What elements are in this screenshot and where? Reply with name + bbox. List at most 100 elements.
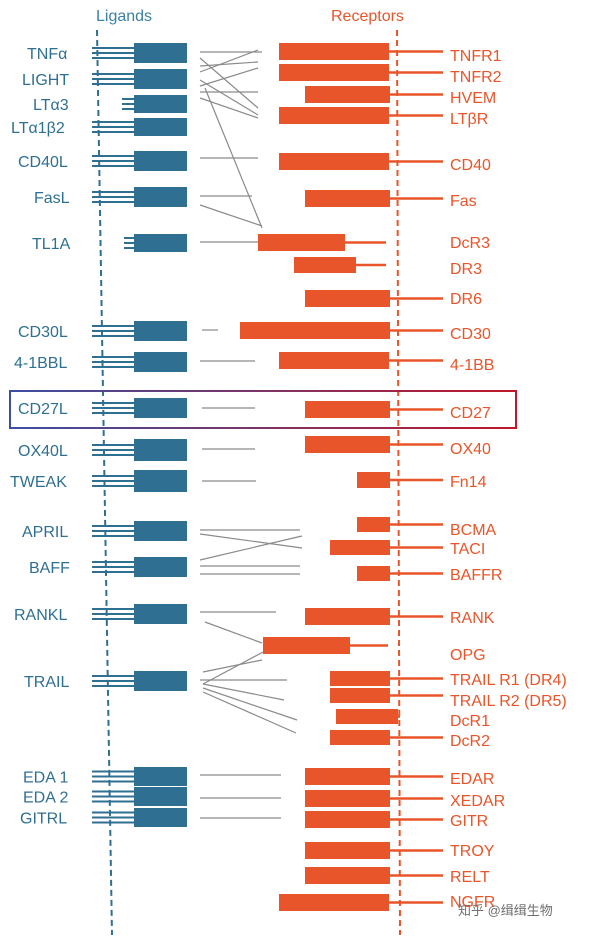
receptor-bar-dr3 — [294, 257, 356, 273]
receptors-header: Receptors — [331, 8, 404, 25]
ligand-label-lt-1-2: LTα1β2 — [11, 120, 65, 137]
receptor-bar-bcma — [357, 517, 390, 532]
receptor-label-opg: OPG — [450, 647, 486, 664]
receptor-label-trail-r2-dr5: TRAIL R2 (DR5) — [450, 693, 567, 710]
ligand-bar-light — [134, 69, 187, 89]
receptor-bar-hvem — [305, 86, 390, 103]
ligand-bar-tnf — [134, 43, 187, 63]
receptor-bar-cd40 — [279, 153, 389, 170]
ligand-bar-tl1a — [134, 234, 187, 252]
receptor-bar-opg — [263, 637, 350, 654]
receptor-label-rank: RANK — [450, 610, 495, 627]
ligand-label-april: APRIL — [22, 524, 68, 541]
ligand-label-trail: TRAIL — [24, 674, 69, 691]
receptor-label-hvem: HVEM — [450, 90, 496, 107]
connector-line-19 — [199, 533, 303, 549]
receptor-label-gitr: GITR — [450, 813, 488, 830]
ligand-bar-fasl — [134, 187, 187, 207]
connector-line-25 — [202, 650, 266, 685]
ligand-bar-cd30l — [134, 321, 187, 341]
ligand-bar-lt-3 — [134, 95, 187, 113]
receptor-label-xedar: XEDAR — [450, 793, 505, 810]
receptor-bar-edar — [305, 768, 390, 785]
ligand-bar-lt-1-2 — [134, 118, 187, 136]
ligand-label-baff: BAFF — [29, 560, 70, 577]
receptor-label-trail-r1-dr4: TRAIL R1 (DR4) — [450, 672, 567, 689]
ligands-header: Ligands — [96, 8, 152, 25]
receptor-bar-dr6 — [305, 290, 390, 307]
receptor-label-cd27: CD27 — [450, 405, 491, 422]
receptor-label-ox40: OX40 — [450, 441, 491, 458]
receptor-bar-fas — [305, 190, 390, 207]
receptor-label-edar: EDAR — [450, 771, 494, 788]
receptor-bar-lt-r — [279, 107, 389, 124]
ligand-bar-cd40l — [134, 151, 187, 171]
ligand-label-cd27l: CD27L — [18, 401, 68, 418]
receptor-bar-dcr3 — [258, 234, 345, 251]
ligand-bar-cd27l — [134, 398, 187, 418]
receptor-bar-tnfr2 — [279, 64, 389, 81]
receptor-label-troy: TROY — [450, 843, 495, 860]
receptor-label-cd30: CD30 — [450, 326, 491, 343]
ligand-axis-line — [96, 29, 113, 936]
connector-line-3 — [199, 49, 259, 73]
receptor-label-tnfr1: TNFR1 — [450, 48, 502, 65]
receptor-axis-line — [396, 29, 401, 936]
ligand-bars — [92, 43, 187, 827]
receptor-bar-xedar — [305, 790, 390, 807]
receptor-bar-trail-r2-dr5 — [330, 688, 390, 703]
receptor-bar-cd27 — [305, 401, 390, 418]
cd27-highlight-box — [9, 390, 517, 429]
ligand-label-fasl: FasL — [34, 190, 70, 207]
connector-line-4 — [199, 79, 259, 116]
receptor-label-taci: TACI — [450, 541, 485, 558]
ligand-label-tnf: TNFα — [27, 46, 67, 63]
ligand-bar-trail — [134, 671, 187, 691]
connector-line-1 — [199, 57, 259, 109]
receptor-label-fn14: Fn14 — [450, 474, 487, 491]
receptor-label-cd40: CD40 — [450, 157, 491, 174]
receptor-label-fas: Fas — [450, 193, 477, 210]
receptor-bar-relt — [305, 867, 390, 884]
receptor-bar-tnfr1 — [279, 43, 389, 60]
ligand-label-lt-3: LTα3 — [33, 97, 69, 114]
ligand-label-tweak: TWEAK — [10, 474, 67, 491]
receptor-label-dcr1: DcR1 — [450, 713, 490, 730]
ligand-label-light: LIGHT — [22, 72, 69, 89]
receptor-bars — [240, 43, 443, 911]
ligand-bar-eda-2 — [134, 787, 187, 806]
receptor-bar-baffr — [357, 566, 390, 581]
connector-line-29 — [202, 687, 298, 721]
receptor-label-dr3: DR3 — [450, 261, 482, 278]
receptor-label-relt: RELT — [450, 869, 490, 886]
ligand-bar-april — [134, 521, 187, 541]
ligand-bar-gitrl — [134, 808, 187, 827]
ligand-bar-tweak — [134, 470, 187, 492]
receptor-bar-ngfr — [279, 894, 389, 911]
ligand-bar-4-1bbl — [134, 352, 187, 372]
receptor-label-4-1bb: 4-1BB — [450, 357, 494, 374]
receptor-bar-cd30 — [240, 322, 390, 339]
receptor-label-ngfr: NGFR — [450, 894, 495, 911]
ligand-bar-baff — [134, 557, 187, 577]
receptor-label-baffr: BAFFR — [450, 567, 502, 584]
ligand-label-4-1bbl: 4-1BBL — [14, 355, 67, 372]
ligand-bar-eda-1 — [134, 767, 187, 786]
connector-line-24 — [204, 621, 263, 644]
connector-line-26 — [202, 659, 263, 673]
receptor-bar-trail-r1-dr4 — [330, 671, 390, 686]
connector-line-20 — [199, 535, 303, 561]
receptor-label-bcma: BCMA — [450, 522, 497, 539]
ligand-bar-rankl — [134, 604, 187, 624]
receptor-label-lt-r: LTβR — [450, 111, 488, 128]
ligand-bar-ox40l — [134, 439, 187, 461]
receptor-bar-taci — [330, 540, 390, 555]
connector-line-11 — [199, 204, 263, 227]
ligand-labels: TNFα LIGHT LTα3 LTα1β2 CD40L FasL TL1A CD30L 4-1… — [10, 46, 71, 828]
connector-line-2 — [199, 61, 259, 67]
receptor-bar-gitr — [305, 811, 390, 828]
receptor-label-dr6: DR6 — [450, 291, 482, 308]
ligand-label-gitrl: GITRL — [20, 811, 67, 828]
receptor-bar-ox40 — [305, 436, 390, 453]
